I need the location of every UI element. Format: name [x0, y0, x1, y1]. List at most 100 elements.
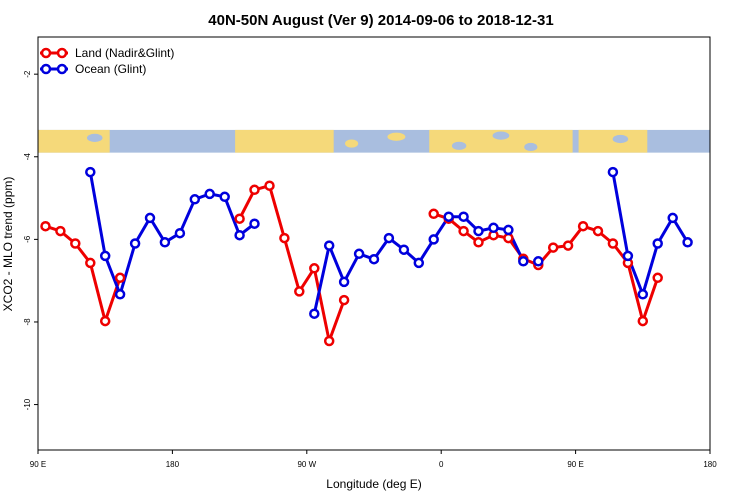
- land-data-point: [99, 315, 111, 327]
- ocean-data-point: [129, 238, 141, 249]
- land-data-point: [503, 232, 514, 244]
- land-data-point: [264, 180, 275, 191]
- ocean-data-point: [234, 229, 245, 241]
- land-data-point: [55, 225, 66, 237]
- land-data-point: [637, 315, 649, 327]
- y-tick-label: -6: [23, 235, 32, 243]
- land-data-point: [323, 335, 335, 347]
- ocean-data-point: [323, 240, 335, 251]
- y-axis-label: XCO2 - MLO trend (ppm): [1, 177, 15, 312]
- ocean-data-point: [189, 194, 201, 205]
- ocean-data-point: [398, 244, 410, 255]
- x-axis: 90 E 180 90 W 0 90 E 180: [30, 450, 717, 469]
- land-data-point: [70, 238, 81, 249]
- series-layer: [40, 166, 693, 347]
- y-axis: -2 -4 -6 -8 -10: [23, 70, 38, 410]
- legend: Land (Nadir&Glint) Ocean (Glint): [40, 46, 174, 76]
- legend-land-marker: [40, 47, 52, 59]
- ocean-data-point: [428, 234, 439, 245]
- map-land-region: [578, 129, 648, 153]
- land-series-line: [238, 184, 346, 343]
- x-tick-label: 0: [439, 460, 444, 469]
- land-data-point: [85, 257, 96, 269]
- world-map-strip: [38, 129, 710, 153]
- ocean-data-point: [159, 237, 171, 248]
- land-data-point: [428, 208, 439, 220]
- land-series-line: [45, 224, 122, 323]
- map-coast-detail: [492, 131, 510, 140]
- land-data-point: [40, 220, 51, 232]
- land-data-point: [652, 272, 663, 284]
- legend-ocean-label: Ocean (Glint): [75, 62, 146, 76]
- y-tick-label: -4: [23, 153, 32, 161]
- ocean-data-point: [413, 257, 425, 269]
- land-data-point: [473, 237, 484, 248]
- ocean-data-point: [249, 218, 260, 229]
- y-tick-label: -2: [23, 70, 32, 78]
- ocean-data-point: [204, 188, 215, 200]
- land-data-point: [294, 286, 305, 297]
- x-tick-label: 90 E: [30, 460, 46, 469]
- map-coast-detail: [612, 134, 629, 144]
- legend-ocean-marker: [56, 63, 68, 75]
- ocean-data-point: [353, 248, 365, 260]
- ocean-data-point: [338, 276, 350, 288]
- map-coast-detail: [86, 133, 103, 142]
- ocean-data-point: [622, 250, 634, 262]
- land-data-point: [114, 272, 126, 284]
- map-coast-detail: [345, 139, 359, 148]
- ocean-data-point: [503, 224, 514, 236]
- ocean-data-point: [473, 225, 484, 237]
- ocean-data-point: [85, 166, 96, 178]
- x-tick-label: 90 W: [297, 460, 316, 469]
- map-land-region: [235, 129, 334, 153]
- land-data-point: [458, 225, 469, 237]
- chart-title: 40N-50N August (Ver 9) 2014-09-06 to 201…: [208, 12, 553, 29]
- ocean-data-point: [368, 253, 380, 265]
- x-tick-label: 90 E: [567, 460, 583, 469]
- ocean-data-point: [652, 238, 663, 249]
- ocean-data-point: [114, 289, 126, 300]
- ocean-data-point: [682, 237, 693, 248]
- land-data-point: [279, 232, 290, 244]
- legend-ocean-marker: [40, 63, 52, 75]
- y-tick-label: -8: [23, 318, 32, 326]
- ocean-data-point: [667, 212, 678, 224]
- ocean-data-point: [219, 191, 230, 203]
- ocean-data-point: [518, 256, 529, 267]
- ocean-data-point: [99, 250, 111, 262]
- ocean-data-point: [607, 166, 619, 178]
- x-axis-label: Longitude (deg E): [326, 477, 421, 491]
- ocean-series-line: [88, 171, 256, 296]
- ocean-data-point: [383, 232, 395, 244]
- ocean-data-point: [488, 222, 499, 234]
- ocean-data-point: [309, 308, 320, 319]
- land-data-point: [607, 238, 619, 249]
- land-data-point: [249, 184, 260, 196]
- ocean-data-point: [458, 211, 469, 222]
- land-data-point: [309, 263, 320, 274]
- ocean-data-point: [144, 212, 156, 224]
- ocean-data-point: [533, 256, 544, 267]
- ocean-series-line: [611, 171, 689, 296]
- ocean-data-point: [637, 289, 649, 300]
- land-data-point: [234, 213, 245, 224]
- map-coast-detail: [387, 132, 406, 141]
- land-data-point: [592, 225, 604, 237]
- land-series-line: [433, 212, 660, 323]
- ocean-data-point: [443, 211, 454, 222]
- ocean-data-point: [174, 227, 186, 239]
- plot-frame: [37, 36, 711, 451]
- y-tick-label: -10: [23, 398, 32, 410]
- x-tick-label: 180: [703, 460, 717, 469]
- legend-land-label: Land (Nadir&Glint): [75, 46, 174, 60]
- land-data-point: [338, 294, 350, 306]
- map-coast-detail: [524, 142, 538, 152]
- map-coast-detail: [451, 141, 467, 150]
- land-data-point: [577, 220, 589, 232]
- legend-land-marker: [56, 47, 68, 59]
- land-data-point: [562, 240, 574, 251]
- land-data-point: [547, 242, 559, 253]
- x-tick-label: 180: [166, 460, 180, 469]
